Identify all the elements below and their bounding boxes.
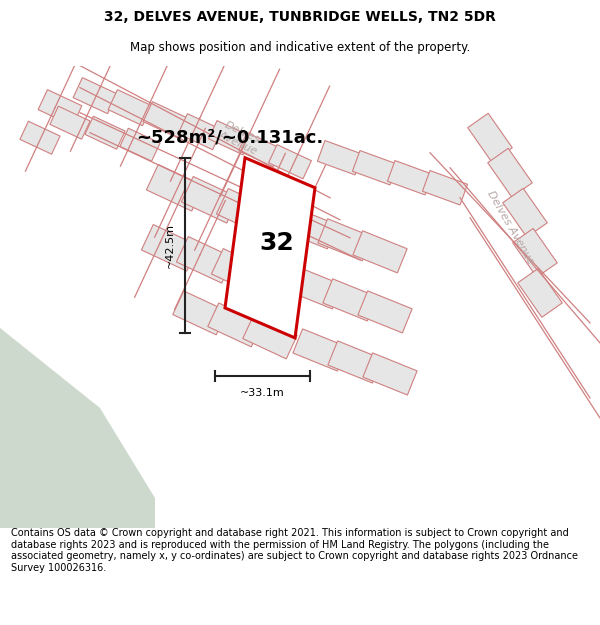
Polygon shape	[173, 291, 227, 335]
Text: Delves Avenue: Delves Avenue	[485, 189, 535, 266]
Polygon shape	[217, 189, 274, 235]
Polygon shape	[38, 89, 82, 126]
Polygon shape	[0, 328, 155, 528]
Polygon shape	[50, 106, 90, 139]
Polygon shape	[239, 132, 281, 167]
Polygon shape	[243, 315, 297, 359]
Text: ~528m²/~0.131ac.: ~528m²/~0.131ac.	[136, 129, 323, 147]
Polygon shape	[317, 141, 362, 175]
Polygon shape	[468, 113, 512, 162]
Polygon shape	[120, 128, 160, 161]
Polygon shape	[108, 89, 152, 126]
Polygon shape	[288, 267, 342, 309]
Polygon shape	[176, 236, 233, 283]
Polygon shape	[208, 303, 262, 347]
Text: Map shows position and indicative extent of the property.: Map shows position and indicative extent…	[130, 41, 470, 54]
Polygon shape	[323, 279, 377, 321]
Polygon shape	[225, 158, 315, 338]
Polygon shape	[328, 341, 382, 383]
Polygon shape	[363, 353, 417, 395]
Polygon shape	[209, 121, 251, 155]
Polygon shape	[247, 261, 304, 307]
Polygon shape	[73, 78, 117, 114]
Text: Contains OS data © Crown copyright and database right 2021. This information is : Contains OS data © Crown copyright and d…	[11, 528, 578, 573]
Polygon shape	[352, 151, 398, 185]
Polygon shape	[358, 291, 412, 333]
Text: 32, DELVES AVENUE, TUNBRIDGE WELLS, TN2 5DR: 32, DELVES AVENUE, TUNBRIDGE WELLS, TN2 …	[104, 10, 496, 24]
Polygon shape	[211, 249, 269, 295]
Polygon shape	[85, 116, 125, 149]
Polygon shape	[146, 164, 203, 211]
Polygon shape	[251, 201, 308, 247]
Polygon shape	[269, 144, 311, 179]
Polygon shape	[488, 148, 532, 197]
Text: Delves
Avenue: Delves Avenue	[217, 119, 263, 156]
Polygon shape	[178, 114, 222, 150]
Polygon shape	[388, 161, 433, 195]
Polygon shape	[422, 171, 467, 205]
Text: 32: 32	[260, 231, 295, 255]
Polygon shape	[293, 329, 347, 371]
Polygon shape	[143, 102, 187, 138]
Polygon shape	[20, 121, 60, 154]
Polygon shape	[513, 228, 557, 278]
Polygon shape	[503, 188, 547, 237]
Polygon shape	[181, 176, 239, 223]
Polygon shape	[518, 269, 562, 318]
Polygon shape	[142, 224, 199, 271]
Text: ~33.1m: ~33.1m	[240, 388, 285, 398]
Polygon shape	[283, 207, 337, 249]
Polygon shape	[353, 231, 407, 273]
Text: ~42.5m: ~42.5m	[165, 223, 175, 268]
Polygon shape	[318, 219, 372, 261]
